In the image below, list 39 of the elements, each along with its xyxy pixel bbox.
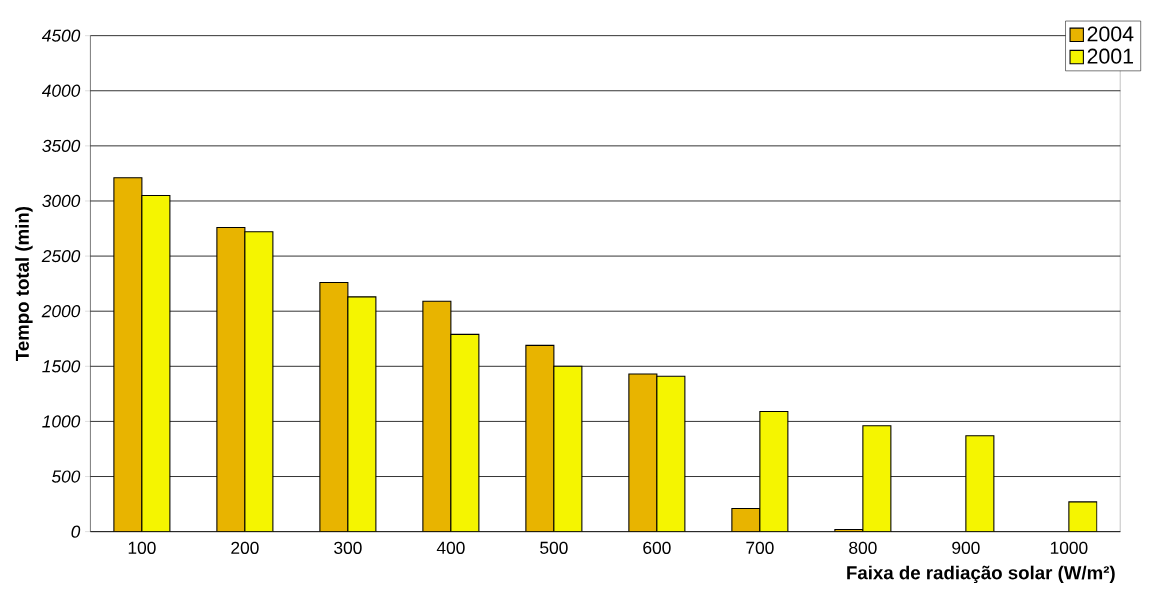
bar — [216, 226, 246, 532]
bar — [759, 410, 789, 532]
bar — [525, 344, 555, 532]
bar — [319, 282, 349, 532]
bar — [450, 333, 480, 532]
y-tick-label: 1500 — [42, 360, 81, 373]
y-tick-label: 2000 — [41, 305, 81, 318]
x-tick-label: 800 — [849, 541, 877, 554]
bar — [422, 300, 452, 532]
bar — [113, 177, 143, 532]
bar — [628, 373, 658, 532]
bar — [141, 194, 171, 532]
y-tick-label: 3000 — [42, 194, 81, 208]
bar — [862, 425, 892, 532]
x-tick-label: 200 — [231, 541, 259, 554]
x-tick-label: 700 — [746, 541, 774, 554]
y-tick-label: 500 — [51, 470, 81, 483]
y-tick-label: 1000 — [42, 415, 81, 428]
y-tick-label: 4500 — [41, 29, 81, 42]
x-tick-label: 500 — [540, 541, 568, 554]
x-tick-label: 100 — [128, 541, 156, 554]
x-tick-label: 1000 — [1050, 541, 1088, 554]
bar — [965, 435, 995, 532]
legend-label: 2001 — [1087, 48, 1133, 64]
bar — [656, 375, 686, 532]
x-tick-label: 900 — [952, 541, 980, 554]
y-tick-label: 2500 — [41, 249, 81, 263]
legend-label: 2004 — [1087, 26, 1134, 42]
x-tick-label: 300 — [334, 541, 362, 554]
bar — [553, 365, 583, 532]
y-axis-title: Tempo total (min) — [15, 206, 33, 362]
x-tick-label: 600 — [643, 541, 671, 554]
x-tick-label: 400 — [436, 541, 465, 554]
x-axis-title: Faixa de radiação solar (W/m²) — [847, 565, 1115, 584]
y-tick-label: 3500 — [42, 139, 81, 152]
bar — [244, 231, 274, 532]
y-tick-label: 0 — [71, 525, 81, 538]
bar — [347, 296, 377, 532]
y-tick-label: 4000 — [41, 84, 81, 97]
